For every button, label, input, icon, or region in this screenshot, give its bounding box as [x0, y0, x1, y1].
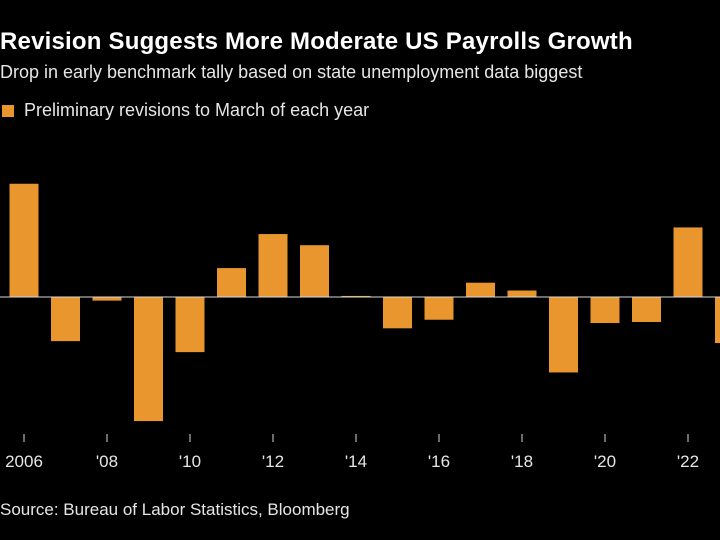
- x-tick-label: '16: [428, 452, 450, 471]
- bar-2016: [424, 297, 454, 320]
- bar-2011: [217, 268, 246, 297]
- x-tick-label: '10: [179, 452, 201, 471]
- bar-2022: [673, 227, 703, 297]
- chart-subtitle: Drop in early benchmark tally based on s…: [0, 62, 583, 82]
- bar-2007: [51, 297, 80, 342]
- x-tick-label: '08: [96, 452, 118, 471]
- bar-2008: [92, 297, 122, 301]
- source-note: Source: Bureau of Labor Statistics, Bloo…: [0, 500, 350, 519]
- bar-2020: [590, 297, 620, 324]
- x-tick-label: '22: [677, 452, 699, 471]
- legend: Preliminary revisions to March of each y…: [2, 100, 369, 121]
- bar-2014: [341, 295, 371, 297]
- bar-2021: [632, 297, 661, 322]
- x-tick-label: 2006: [5, 452, 43, 471]
- x-tick-label: '20: [594, 452, 616, 471]
- x-tick-label: '18: [511, 452, 533, 471]
- bar-2013: [300, 245, 329, 297]
- bar-2012: [258, 234, 288, 297]
- bar-2006: [9, 183, 39, 297]
- bar-2018: [507, 290, 537, 297]
- bar-2015: [383, 297, 412, 329]
- legend-swatch: [2, 104, 14, 117]
- bar-2017: [466, 282, 495, 297]
- bar-2019: [549, 297, 578, 373]
- bar-2023: [715, 297, 720, 344]
- bar-2010: [175, 297, 205, 353]
- legend-label: Preliminary revisions to March of each y…: [24, 100, 370, 120]
- x-tick-label: '12: [262, 452, 284, 471]
- bar-2009: [134, 297, 163, 422]
- x-tick-label: '14: [345, 452, 367, 471]
- chart-title: Revision Suggests More Moderate US Payro…: [0, 28, 633, 55]
